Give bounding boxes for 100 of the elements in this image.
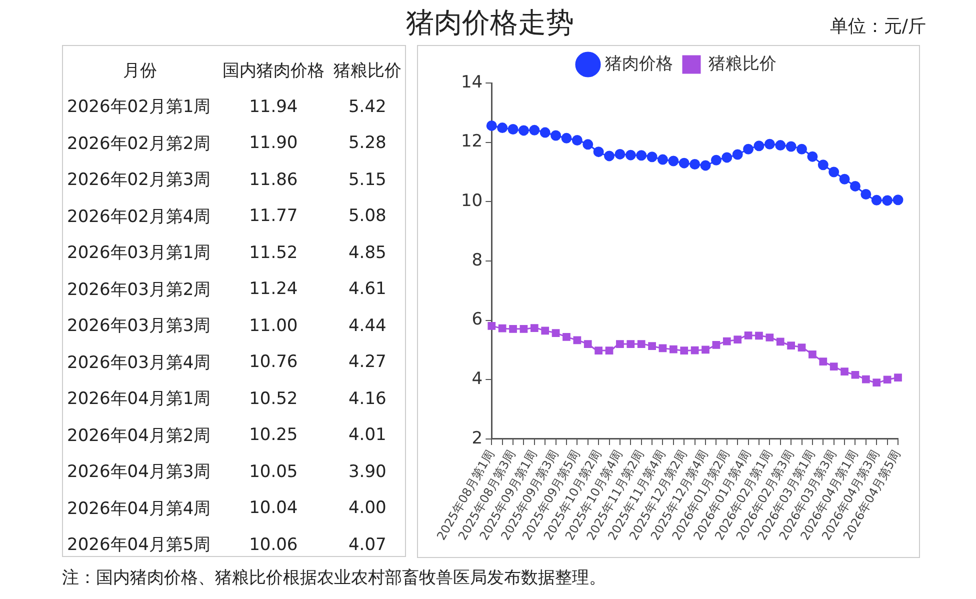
point — [860, 188, 872, 200]
point — [540, 127, 550, 138]
category-label: 2026年03月第1周 — [66, 242, 212, 266]
category-label: 2026年02月第1周 — [66, 96, 212, 120]
data-label: 5.42 — [347, 96, 388, 119]
point — [562, 332, 570, 341]
point — [851, 370, 860, 379]
data-label: 4.85 — [347, 242, 388, 265]
data-label: 10.06 — [248, 534, 299, 557]
point — [680, 346, 688, 354]
point — [872, 378, 881, 387]
point — [530, 324, 538, 332]
data-label: 4.27 — [347, 351, 388, 374]
point — [764, 138, 775, 150]
text: 猪粮比价 — [332, 60, 402, 83]
point — [552, 329, 560, 337]
point — [541, 326, 550, 335]
point — [520, 324, 528, 333]
y-tick-label: 14 — [460, 72, 483, 92]
data-label: 5.08 — [347, 205, 388, 228]
point — [584, 340, 592, 348]
category-label: 2026年04月第1周 — [66, 388, 212, 412]
point — [883, 376, 892, 384]
point — [509, 324, 517, 333]
point — [678, 158, 690, 168]
category-label: 2026年02月第3周 — [66, 169, 212, 192]
point — [573, 336, 582, 344]
data-label: 4.44 — [347, 314, 388, 338]
data-label: 10.76 — [248, 351, 299, 374]
data-label: 10.05 — [248, 460, 299, 484]
data-label: 10.04 — [248, 497, 299, 520]
point — [850, 180, 860, 192]
point — [766, 334, 774, 342]
point — [839, 174, 850, 184]
point — [669, 345, 678, 354]
legend-label: 猪肉价格 — [605, 54, 673, 74]
point — [690, 346, 699, 354]
point — [702, 346, 710, 354]
point — [636, 150, 647, 161]
point — [754, 140, 764, 152]
point — [798, 344, 806, 352]
point — [775, 140, 786, 151]
point — [616, 340, 624, 348]
point — [862, 375, 870, 384]
point — [488, 322, 496, 330]
data-label: 11.90 — [248, 132, 299, 156]
y-tick-label: 4 — [472, 369, 483, 390]
y-tick-label: 2 — [472, 428, 483, 448]
point — [625, 150, 636, 160]
point — [529, 124, 540, 136]
point — [668, 156, 679, 166]
data-label: 11.00 — [248, 314, 299, 338]
point — [582, 139, 594, 150]
point — [712, 340, 720, 349]
point — [819, 358, 828, 366]
point — [808, 350, 816, 358]
point — [604, 150, 615, 162]
point — [646, 152, 658, 162]
category-label: 2026年03月第2周 — [66, 278, 212, 302]
data-label: 11.77 — [248, 205, 299, 228]
text: 月份 — [122, 60, 158, 83]
data-label: 5.28 — [347, 132, 388, 156]
point — [605, 346, 614, 354]
point — [690, 159, 700, 170]
data-label: 4.01 — [347, 424, 388, 448]
data-label: 11.24 — [248, 278, 299, 302]
y-tick-label: 12 — [460, 132, 483, 152]
category-label: 2026年02月第2周 — [66, 132, 212, 156]
point — [796, 144, 808, 154]
point — [871, 194, 882, 206]
data-label: 10.25 — [248, 424, 299, 448]
category-label: 2026年03月第4周 — [66, 352, 212, 375]
data-label: 3.90 — [347, 460, 388, 484]
y-axis-title: 单位：元/斤 — [830, 15, 926, 38]
y-tick-label: 10 — [460, 191, 483, 212]
point — [722, 337, 731, 346]
point — [486, 120, 497, 131]
point — [550, 130, 562, 141]
point — [882, 195, 893, 206]
data-label: 10.52 — [248, 388, 299, 411]
point — [744, 331, 752, 340]
point — [840, 368, 848, 376]
point — [828, 166, 840, 178]
point — [786, 141, 796, 152]
point — [892, 194, 904, 206]
point — [710, 154, 722, 166]
text: 注：国内猪肉价格、猪粮比价根据农业农村部畜牧兽医局发布数据整理。 — [62, 567, 606, 589]
category-label: 2026年04月第2周 — [66, 424, 212, 448]
legend-label: 猪粮比价 — [708, 54, 776, 74]
point — [497, 122, 508, 134]
point — [614, 148, 626, 160]
point — [722, 152, 732, 163]
point — [657, 154, 668, 165]
chart-title: 猪肉价格走势 — [405, 5, 575, 41]
point — [498, 324, 506, 332]
point — [830, 362, 838, 371]
point — [755, 332, 763, 340]
point — [700, 160, 711, 171]
y-tick-label: 8 — [472, 250, 483, 270]
data-label: 4.61 — [347, 278, 388, 302]
